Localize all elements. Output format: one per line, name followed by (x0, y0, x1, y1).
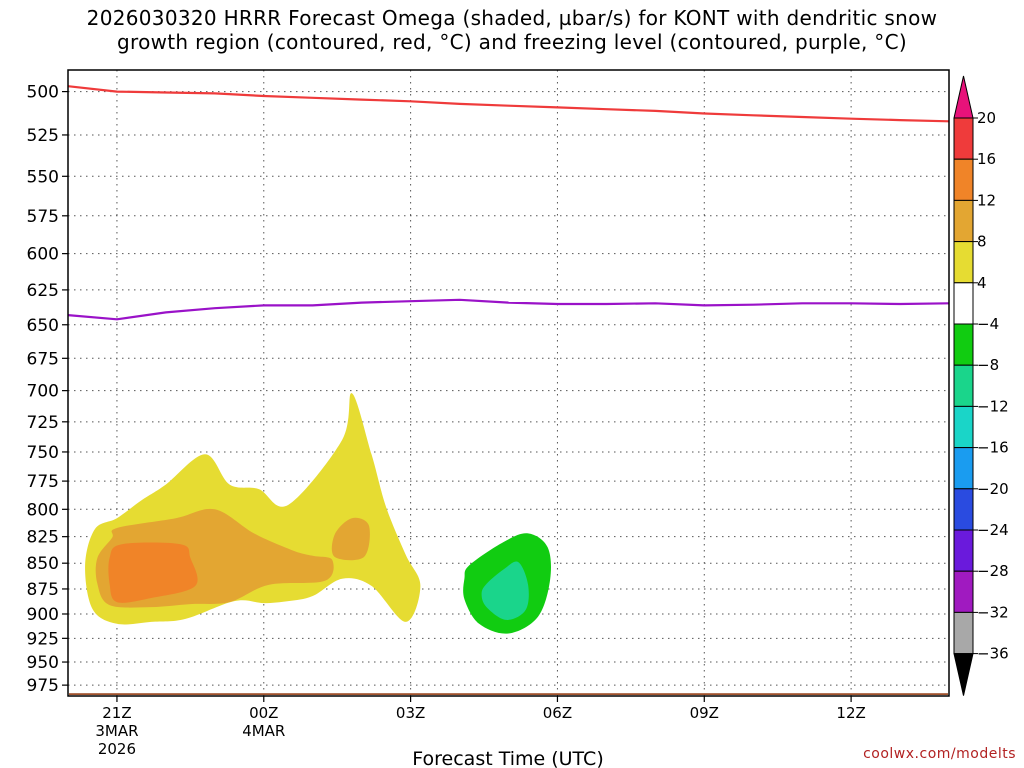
colorbar-segment (953, 529, 974, 572)
x-tick-label: 12Z (836, 704, 865, 722)
x-tick-year: 2026 (98, 740, 136, 758)
y-tick-label: 500 (27, 83, 59, 103)
y-tick-label: 725 (27, 413, 59, 433)
x-tick-label: 03Z (396, 704, 425, 722)
grid-lines (68, 70, 949, 696)
chart-title-line-2: growth region (contoured, red, °C) and f… (117, 30, 907, 54)
y-tick-label: 900 (27, 605, 59, 625)
colorbar-label: −28 (977, 562, 1009, 580)
y-axis: 500 525 550 575 600 625 650 675 700 725 750 775 800 8… (27, 83, 68, 696)
colorbar-label: −32 (977, 603, 1009, 621)
omega-shaded-regions (85, 393, 551, 634)
surface-band (69, 693, 948, 695)
contour-line (67, 85, 950, 123)
colorbar-label: −12 (977, 397, 1009, 415)
colorbar-label: −4 (977, 315, 999, 333)
colorbar-label: 20 (977, 109, 996, 127)
colorbar-segment (953, 282, 974, 325)
colorbar-label: 4 (977, 274, 987, 292)
y-tick-label: 925 (27, 629, 59, 649)
y-tick-label: 700 (27, 382, 59, 402)
colorbar-segment (953, 323, 974, 366)
colorbar-segment (953, 405, 974, 449)
colorbar-segment (953, 488, 974, 531)
y-tick-label: 750 (27, 443, 59, 463)
y-tick-label: 850 (27, 554, 59, 574)
y-tick-label: 650 (27, 316, 59, 336)
colorbar-segment (953, 570, 974, 613)
colorbar: 20 16 12 8 4 −4 −8 −12 −16 −20 −24 −28 −32 −36 (953, 75, 1009, 696)
colorbar-segment (953, 117, 974, 160)
y-tick-label: 675 (27, 349, 59, 369)
colorbar-segment (953, 447, 974, 490)
y-tick-label: 800 (27, 500, 59, 520)
colorbar-segment (953, 241, 974, 284)
x-axis-label: Forecast Time (UTC) (412, 748, 603, 768)
y-tick-label: 525 (27, 126, 59, 146)
contour-lines (67, 85, 950, 321)
colorbar-label: −20 (977, 480, 1009, 498)
colorbar-segment (953, 199, 974, 243)
y-tick-label: 875 (27, 580, 59, 600)
watermark: coolwx.com/modelts (863, 746, 1016, 762)
y-tick-label: 600 (27, 245, 59, 265)
y-tick-label: 950 (27, 653, 59, 673)
y-tick-label: 775 (27, 472, 59, 492)
x-tick-label: 09Z (690, 704, 719, 722)
colorbar-label: −24 (977, 521, 1009, 539)
chart-title: 2026030320 HRRR Forecast Omega (shaded, … (0, 6, 1024, 54)
colorbar-label: 16 (977, 150, 996, 168)
colorbar-label: −36 (977, 645, 1009, 663)
contour-line (67, 298, 950, 321)
surface-layer (69, 693, 948, 695)
x-tick-label: 00Z (249, 704, 278, 722)
x-tick-label: 06Z (543, 704, 572, 722)
y-tick-label: 550 (27, 167, 59, 187)
colorbar-label: −8 (977, 356, 999, 374)
x-tick-date: 3MAR (95, 722, 138, 740)
colorbar-segment (953, 611, 974, 655)
x-tick-label: 21Z (102, 704, 131, 722)
omega-region (331, 517, 370, 561)
colorbar-label: −16 (977, 439, 1009, 457)
y-tick-label: 975 (27, 676, 59, 696)
colorbar-over-triangle (953, 75, 974, 119)
omega-region (108, 542, 198, 603)
colorbar-under-triangle (953, 653, 974, 696)
y-tick-label: 825 (27, 528, 59, 548)
y-tick-label: 625 (27, 281, 59, 301)
colorbar-segment (953, 158, 974, 201)
colorbar-label: 12 (977, 191, 996, 209)
y-tick-label: 575 (27, 207, 59, 227)
x-tick-date: 4MAR (242, 722, 285, 740)
colorbar-label: 8 (977, 233, 987, 251)
plot-frame (67, 69, 950, 697)
chart-title-line-1: 2026030320 HRRR Forecast Omega (shaded, … (86, 6, 938, 30)
omega-region (481, 561, 529, 620)
colorbar-segment (953, 364, 974, 407)
